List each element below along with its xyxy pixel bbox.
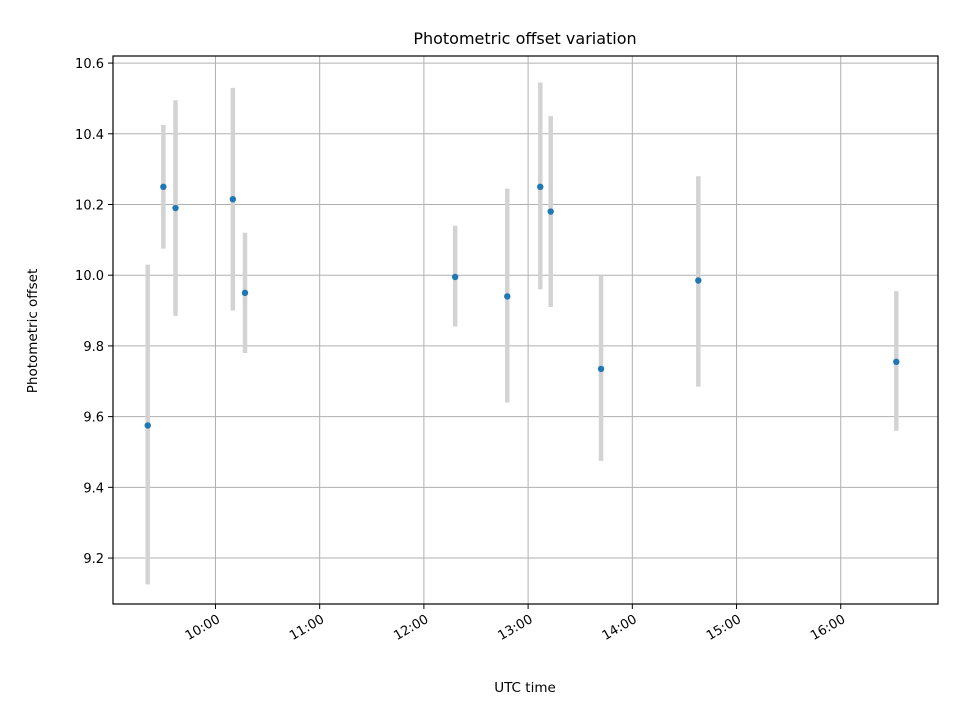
data-point [229, 195, 237, 203]
y-tick-label: 10.2 [75, 198, 104, 213]
data-point [160, 183, 167, 191]
y-tick-label: 9.6 [83, 411, 104, 426]
chart-title: Photometric offset variation [413, 29, 636, 48]
data-point [144, 422, 151, 429]
data-point [451, 273, 459, 281]
y-axis-label: Photometric offset [25, 269, 41, 393]
y-tick-label: 9.2 [83, 552, 104, 567]
y-tick-label: 10.4 [75, 128, 104, 143]
data-points [144, 183, 900, 429]
data-point [241, 289, 249, 297]
data-point [597, 365, 605, 373]
data-point [893, 358, 900, 366]
data-point [537, 183, 544, 191]
y-tick-label: 9.4 [83, 481, 104, 496]
y-tick-label: 10.0 [75, 269, 104, 284]
data-point [547, 208, 554, 215]
x-axis-label: UTC time [494, 680, 556, 696]
y-tick-label: 10.6 [75, 57, 104, 72]
data-point [504, 293, 511, 300]
plot-frame [112, 55, 939, 605]
y-tick-label: 9.8 [83, 340, 104, 355]
data-point [172, 204, 179, 212]
data-point [695, 277, 702, 284]
grid [113, 56, 938, 604]
